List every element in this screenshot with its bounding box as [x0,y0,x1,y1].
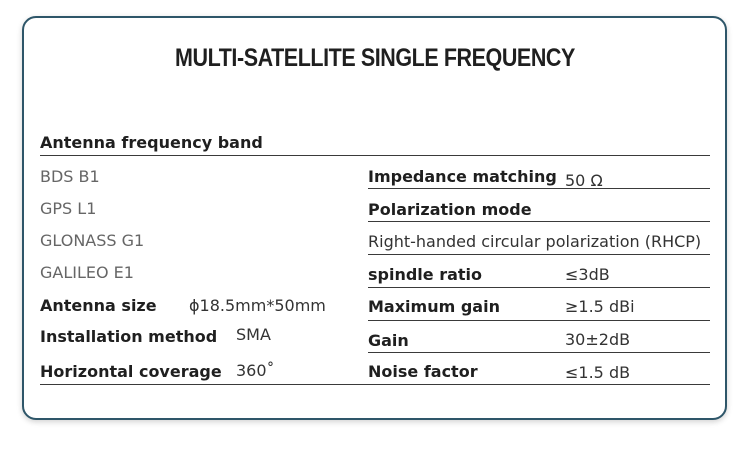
divider [40,155,710,156]
installation-method-label: Installation method [40,327,218,346]
band-item: GLONASS G1 [40,231,145,250]
divider [368,254,710,255]
gain-value: 30±2dB [565,330,631,349]
band-item: BDS B1 [40,167,100,186]
gain-label: Gain [368,331,409,350]
spindle-ratio-value: ≤3dB [565,265,610,284]
polarization-value: Right-handed circular polarization (RHCP… [368,232,702,251]
divider [368,287,710,288]
divider [368,221,710,222]
divider [368,352,710,353]
noise-factor-label: Noise factor [368,362,478,381]
noise-factor-value: ≤1.5 dB [565,363,631,382]
divider [368,320,710,321]
impedance-value: 50 Ω [565,171,603,190]
polarization-label: Polarization mode [368,200,532,219]
divider [40,384,710,385]
page-title: MULTI-SATELLITE SINGLE FREQUENCY [175,44,575,72]
horizontal-coverage-label: Horizontal coverage [40,362,222,381]
spindle-ratio-label: spindle ratio [368,265,483,284]
antenna-size-value: ϕ18.5mm*50mm [189,296,326,315]
maximum-gain-label: Maximum gain [368,297,500,316]
maximum-gain-value: ≥1.5 dBi [565,297,635,316]
horizontal-coverage-value: 360˚ [236,361,275,380]
divider [368,188,710,189]
antenna-size-label: Antenna size [40,296,157,315]
band-item: GALILEO E1 [40,263,134,282]
installation-method-value: SMA [236,325,271,344]
band-header: Antenna frequency band [40,133,263,152]
impedance-label: Impedance matching [368,167,557,186]
band-item: GPS L1 [40,199,97,218]
